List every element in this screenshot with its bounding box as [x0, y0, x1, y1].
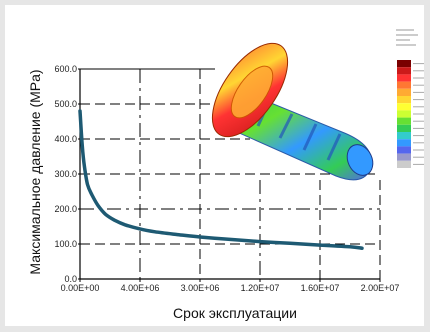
flange-hub [230, 65, 274, 119]
x-tick-label: 3.00E+06 [181, 283, 220, 293]
legend-swatch [397, 81, 411, 89]
y-tick-label: 100.0 [54, 239, 77, 249]
series-line-0 [78, 109, 364, 250]
y-axis-title: Максимальное давление (MPa) [27, 69, 43, 274]
x-tick-label: 2.00E+07 [361, 283, 400, 293]
y-tick-label: 0.0 [64, 274, 77, 284]
y-tick-label: 200.0 [54, 204, 77, 214]
y-tick-label: 300.0 [54, 169, 77, 179]
x-tick-label: 0.00E+00 [61, 283, 100, 293]
legend-swatch [397, 96, 411, 104]
series-layer [78, 109, 364, 250]
y-tick-label: 500.0 [54, 99, 77, 109]
shaft-end [346, 144, 374, 176]
legend-swatch [397, 117, 411, 125]
legend-swatch [397, 67, 411, 75]
x-tick-label: 1.20E+07 [241, 283, 280, 293]
legend-swatch [397, 124, 411, 132]
y-tick-label: 400.0 [54, 134, 77, 144]
x-tick-labels: 0.00E+00 4.00E+06 3.00E+06 1.20E+07 1.60E+07… [61, 279, 400, 293]
x-tick-label: 4.00E+06 [121, 283, 160, 293]
legend-swatch [397, 60, 411, 68]
fem-model-illustration [211, 29, 424, 181]
legend-swatch [397, 132, 411, 140]
legend-swatch [397, 74, 411, 82]
x-axis-title: Срок эксплуатации [173, 305, 297, 321]
legend-swatch [397, 88, 411, 96]
legend-swatch [397, 110, 411, 118]
model-legend-text-lines [396, 29, 418, 46]
legend-swatch [397, 103, 411, 111]
color-scale-legend [397, 60, 424, 168]
grid [80, 68, 381, 279]
legend-swatch [397, 160, 411, 168]
legend-swatch [397, 153, 411, 161]
y-tick-label: 600.0 [54, 64, 77, 74]
legend-swatch [397, 139, 411, 147]
legend-swatch [397, 146, 411, 154]
x-tick-label: 1.60E+07 [301, 283, 340, 293]
y-tick-labels: 0.0 100.0 200.0 300.0 400.0 500.0 600.0 [54, 64, 80, 284]
